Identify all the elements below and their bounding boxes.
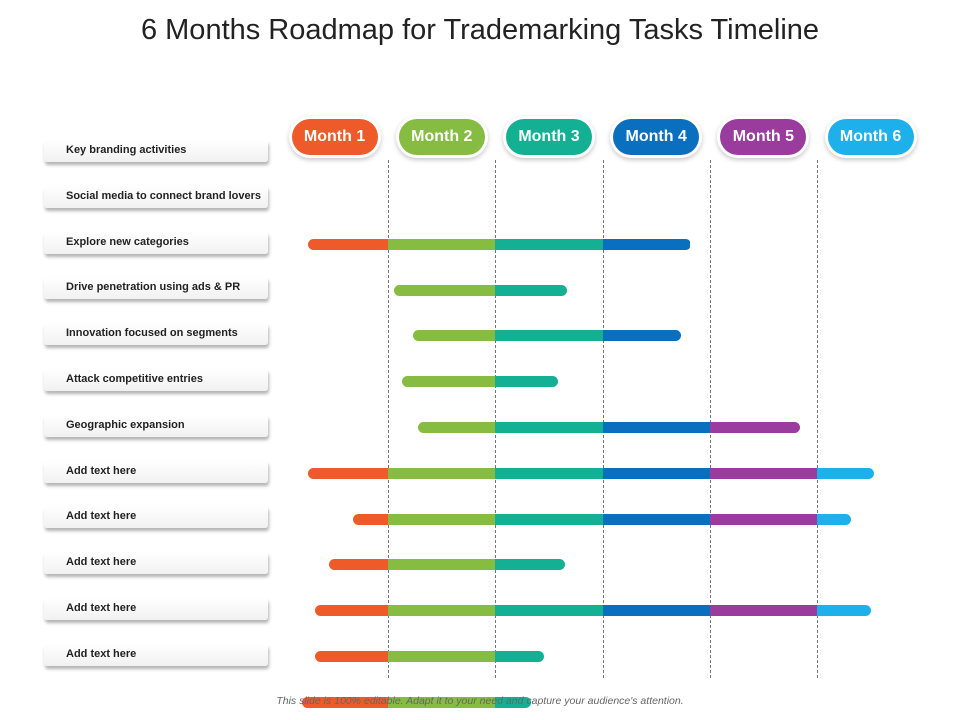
task-bar-segment-month-2 (388, 467, 496, 479)
task-bar-segment-month-5 (709, 605, 817, 617)
task-bar-segment-month-4 (602, 330, 681, 342)
month-pill-3: Month 3 (506, 119, 592, 155)
month-divider-3 (603, 160, 604, 678)
month-pill-5: Month 5 (720, 119, 807, 155)
task-bar-segment-month-3 (495, 330, 603, 342)
task-label: Add text here (44, 598, 268, 620)
task-bar (302, 696, 531, 708)
task-bar (307, 467, 874, 479)
task-bar-segment-month-3 (495, 467, 603, 479)
task-bar (352, 513, 852, 525)
task-bar (402, 376, 558, 388)
task-label: Explore new categories (44, 231, 268, 254)
task-label: Key branding activities (44, 140, 268, 162)
month-pill-4: Month 4 (613, 119, 700, 155)
task-bar-segment-month-1 (302, 696, 389, 708)
task-bar-segment-month-5 (709, 467, 817, 479)
task-bar-segment-month-2 (388, 513, 496, 525)
task-bar-segment-month-2 (388, 605, 496, 617)
task-bar-segment-month-3 (495, 513, 603, 525)
task-bar-segment-month-4 (602, 605, 710, 617)
task-bar-segment-month-3 (495, 284, 568, 296)
task-bar-segment-month-4 (602, 238, 691, 250)
month-divider-5 (817, 160, 818, 678)
task-bar (393, 284, 568, 296)
task-bar (315, 605, 871, 617)
month-divider-1 (388, 160, 389, 678)
task-bar-segment-month-3 (495, 422, 603, 433)
task-bar-segment-month-5 (709, 422, 800, 433)
task-bar-segment-month-4 (602, 513, 710, 525)
task-label: Innovation focused on segments (44, 323, 268, 346)
task-label: Add text here (44, 506, 268, 529)
task-label: Attack competitive entries (44, 369, 268, 391)
task-label: Add text here (44, 460, 268, 483)
task-bar-segment-month-1 (307, 238, 389, 250)
task-bar-segment-month-2 (393, 284, 496, 296)
task-bar-segment-month-3 (495, 605, 603, 617)
task-bar-segment-month-6 (816, 467, 874, 479)
task-bar (315, 651, 544, 662)
slide-title: 6 Months Roadmap for Trademarking Tasks … (140, 14, 820, 46)
task-bar-segment-month-1 (352, 513, 389, 525)
task-label: Geographic expansion (44, 414, 268, 437)
task-label: Add text here (44, 552, 268, 575)
task-bar-segment-month-3 (495, 238, 603, 250)
task-bar-segment-month-3 (495, 651, 544, 662)
task-label: Drive penetration using ads & PR (44, 277, 268, 300)
task-bar-segment-month-6 (816, 605, 871, 617)
task-bar-segment-month-1 (329, 559, 389, 571)
task-label: Social media to connect brand lovers (44, 185, 268, 208)
task-bar-segment-month-1 (315, 651, 389, 662)
month-pill-6: Month 6 (827, 119, 914, 155)
task-bar-segment-month-2 (388, 651, 496, 662)
task-bar-segment-month-2 (418, 422, 496, 433)
task-label: Add text here (44, 643, 268, 666)
task-bar-segment-month-2 (388, 559, 496, 571)
task-bar-segment-month-3 (495, 559, 566, 571)
task-bar-segment-month-3 (495, 376, 558, 388)
task-bar-segment-month-6 (816, 513, 852, 525)
month-pill-2: Month 2 (398, 119, 485, 155)
month-divider-2 (495, 160, 496, 678)
footer-note: This slide is 100% editable. Adapt it to… (276, 695, 684, 707)
task-bar-segment-month-4 (602, 467, 710, 479)
task-bar (307, 238, 691, 250)
task-bar (418, 422, 800, 433)
task-bar-segment-month-2 (388, 696, 496, 708)
task-bar (412, 330, 681, 342)
task-bar-segment-month-2 (402, 376, 496, 388)
task-bar-segment-month-2 (388, 238, 496, 250)
task-bar-segment-month-3 (495, 696, 531, 708)
task-bar-segment-month-1 (307, 467, 389, 479)
task-bar-segment-month-2 (412, 330, 496, 342)
task-bar-segment-month-4 (602, 422, 710, 433)
month-divider-4 (710, 160, 711, 678)
task-bar-segment-month-5 (709, 513, 817, 525)
task-bar-segment-month-1 (315, 605, 389, 617)
task-bar (329, 559, 566, 571)
month-pill-1: Month 1 (291, 119, 378, 155)
